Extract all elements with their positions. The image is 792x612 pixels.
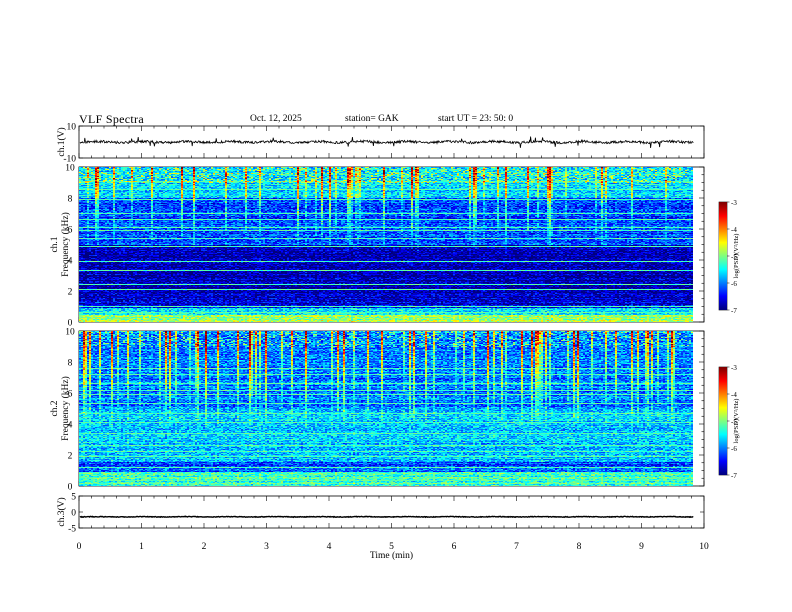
x-tick-label: 7: [514, 542, 519, 552]
y-tick-label: 10: [65, 328, 75, 338]
y-tick-label: 8: [68, 195, 73, 205]
ch3-waveform-line: [79, 515, 694, 519]
y-tick-label: 4: [68, 421, 73, 431]
y-axis-label: Frequency (kHz): [60, 376, 71, 441]
colorbar-tick-label: -7: [731, 307, 737, 315]
x-tick-label: 6: [452, 542, 457, 552]
x-tick-label: 0: [77, 542, 82, 552]
y-tick-label: 6: [68, 226, 73, 236]
y-tick-label: 0: [68, 483, 73, 493]
colorbar-tick-label: -6: [731, 280, 737, 288]
x-tick-label: 3: [264, 542, 269, 552]
ch2-colorbar: [719, 367, 727, 475]
x-tick-label: 2: [202, 542, 207, 552]
y-axis-channel-label: ch.2: [50, 400, 60, 416]
y-axis-channel-label: ch.1: [50, 236, 60, 252]
x-tick-label: 1: [139, 542, 144, 552]
station-label: station= GAK: [345, 114, 399, 124]
x-tick-label: 4: [327, 542, 332, 552]
colorbar-tick-label: -4: [731, 391, 737, 399]
y-tick-label: 5: [71, 493, 76, 503]
y-axis-label: Frequency (kHz): [60, 212, 71, 277]
colorbar-tick-label: -4: [731, 226, 737, 234]
colorbar-tick-label: -3: [731, 364, 737, 372]
chart-title: VLF Spectra: [79, 112, 144, 126]
y-tick-label: 8: [68, 359, 73, 369]
ch1-spectrogram: [79, 167, 693, 322]
colorbar-tick-label: -6: [731, 445, 737, 453]
y-tick-label: 0: [71, 509, 76, 519]
colorbar-label: log(PSD)(V²/Hz): [733, 399, 740, 444]
x-axis-label: Time (min): [370, 550, 413, 561]
colorbar-label: log(PSD)(V²/Hz): [733, 234, 740, 279]
ch1-waveform-line: [79, 136, 694, 148]
y-tick-label: 4: [68, 257, 73, 267]
colorbar-tick-label: -7: [731, 472, 737, 480]
y-tick-label: -5: [68, 525, 76, 535]
y-axis-label: ch.1(V): [56, 127, 67, 156]
x-tick-label: 5: [389, 542, 394, 552]
colorbar-tick-label: -3: [731, 199, 737, 207]
y-tick-label: 6: [68, 390, 73, 400]
y-tick-label: -10: [63, 155, 76, 165]
y-tick-label: 10: [65, 164, 75, 174]
colorbar-tick-label: -5: [731, 418, 737, 426]
y-tick-label: 2: [68, 452, 73, 462]
y-axis-label: ch.3(V): [56, 497, 67, 526]
colorbar-tick-label: -5: [731, 253, 737, 261]
start-ut-label: start UT = 23: 50: 0: [438, 114, 514, 124]
x-tick-label: 10: [699, 542, 709, 552]
waveform-traces: [79, 136, 694, 519]
y-tick-label: 10: [67, 123, 77, 133]
y-tick-label: 0: [68, 319, 73, 329]
ch2-spectrogram: [79, 331, 693, 486]
date-label: Oct. 12, 2025: [250, 114, 302, 124]
x-tick-label: 9: [639, 542, 644, 552]
x-tick-label: 8: [577, 542, 582, 552]
y-tick-label: 2: [68, 288, 73, 298]
ch1-colorbar: [719, 202, 727, 310]
